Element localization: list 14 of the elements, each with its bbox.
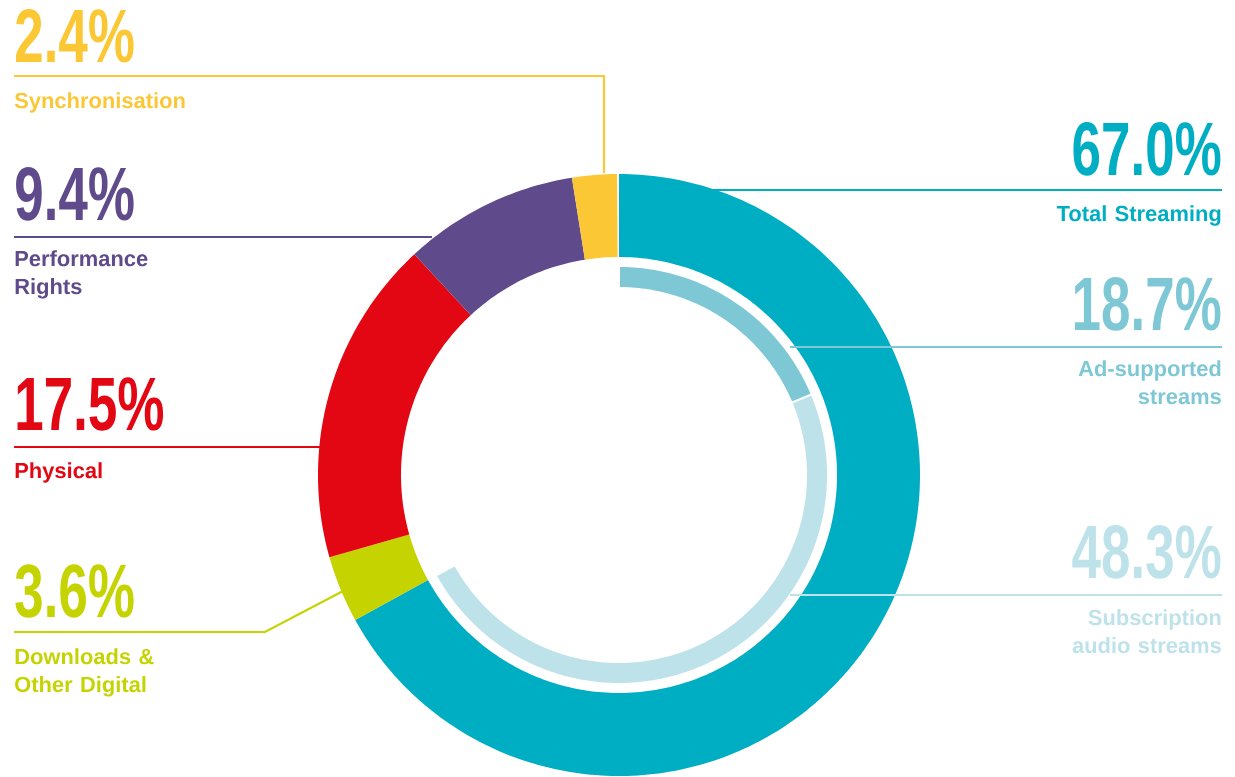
slice-label: Performance Rights [15, 250, 148, 299]
slice-label: Physical [15, 462, 102, 483]
data-label: 17.5% [17, 377, 164, 431]
data-label: 2.4% [16, 9, 134, 63]
slice-label: Total Streaming [1056, 205, 1221, 226]
slice-label: Downloads & Other Digital [15, 648, 154, 697]
data-label: 48.3% [1072, 525, 1221, 579]
slice-label: Subscription audio streams [1072, 609, 1221, 654]
data-label: 67.0% [1073, 122, 1221, 176]
slice-label: Ad-supported streams [1078, 360, 1221, 405]
data-label: 3.6% [15, 564, 134, 618]
slice-label: Synchronisation [14, 92, 185, 113]
data-label: 9.4% [16, 167, 134, 221]
data-label: 18.7% [1074, 277, 1221, 331]
